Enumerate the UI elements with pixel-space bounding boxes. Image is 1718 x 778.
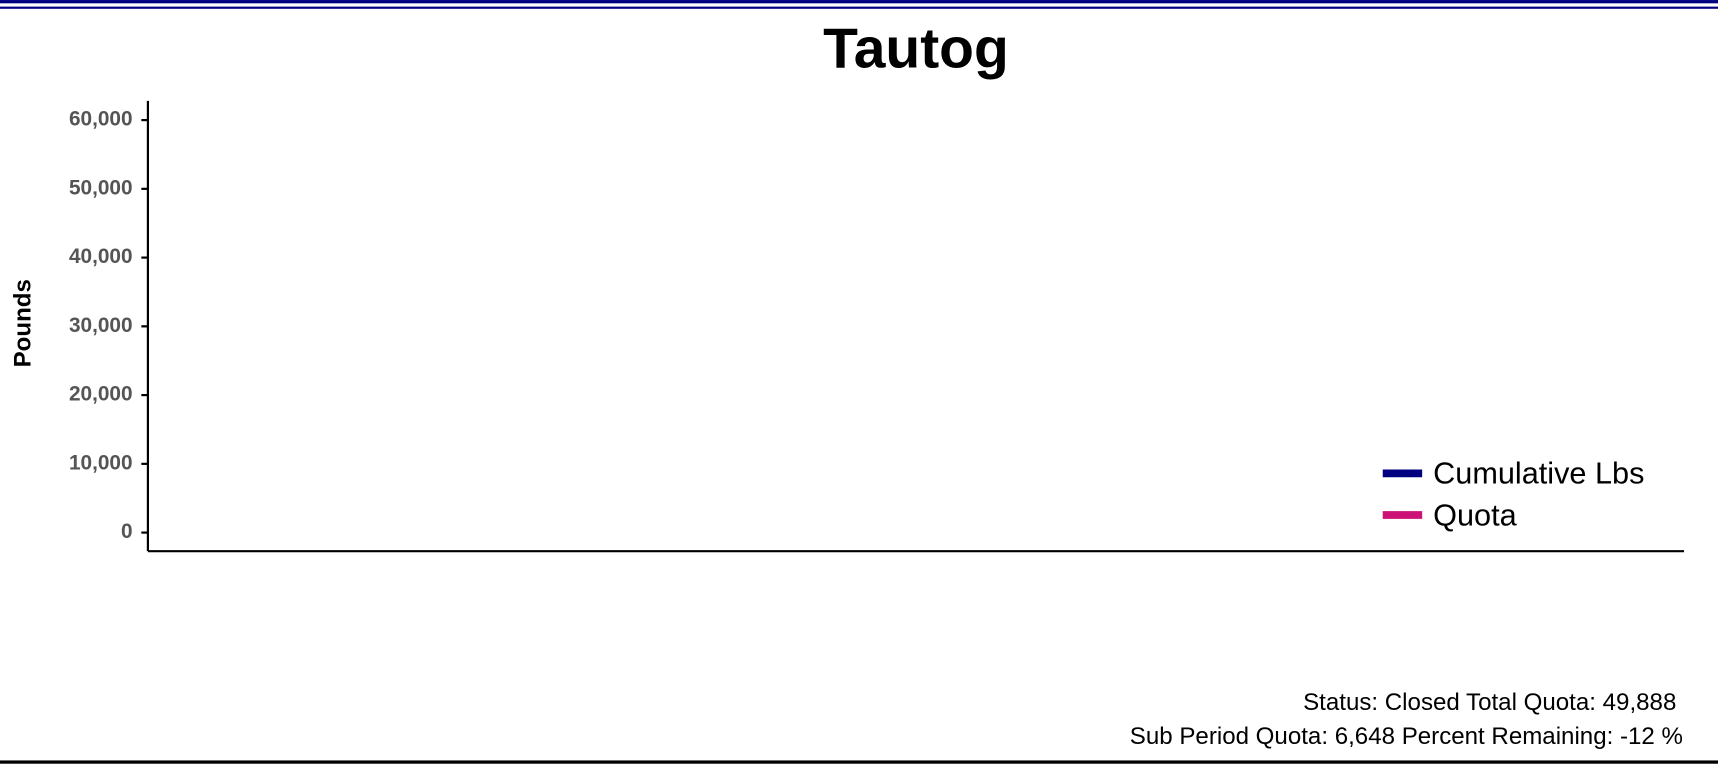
y-tick-label: 50,000 xyxy=(69,176,133,199)
y-tick-label: 10,000 xyxy=(69,451,133,474)
y-axis-label: Pounds xyxy=(9,279,36,367)
y-tick-label: 60,000 xyxy=(69,108,133,131)
top-border xyxy=(0,6,1718,9)
footer-line: Sub Period Quota: 6,648 Percent Remainin… xyxy=(1130,723,1683,750)
y-tick-label: 30,000 xyxy=(69,314,133,337)
top-border xyxy=(0,0,1718,4)
legend-label: Quota xyxy=(1433,498,1517,532)
legend-label: Cumulative Lbs xyxy=(1433,457,1644,491)
footer-line: Status: Closed Total Quota: 49,888 xyxy=(1303,689,1676,716)
y-tick-label: 0 xyxy=(121,520,133,543)
y-tick-label: 20,000 xyxy=(69,383,133,406)
bottom-border xyxy=(0,760,1718,764)
chart-title: Tautog xyxy=(823,17,1009,81)
y-tick-label: 40,000 xyxy=(69,245,133,268)
